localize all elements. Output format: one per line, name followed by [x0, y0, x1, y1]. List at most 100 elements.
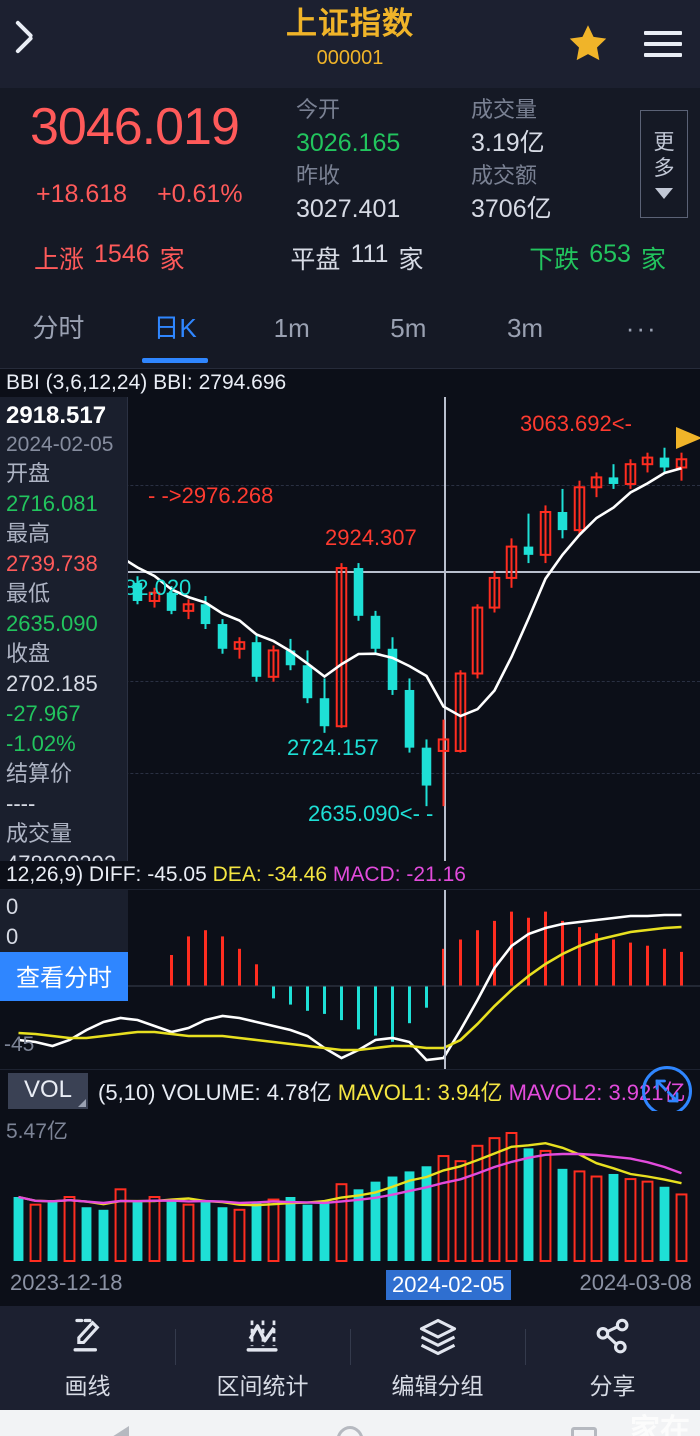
vol-volume-label: VOLUME:	[161, 1079, 261, 1105]
hamburger-menu-icon	[644, 31, 682, 35]
advancing-unit: 家	[159, 246, 185, 274]
hamburger-menu-icon	[644, 42, 682, 46]
tooltip-open-label: 开盘	[6, 461, 51, 486]
annotation-high: - ->2976.268	[148, 483, 274, 508]
turnover-label: 成交额	[471, 163, 538, 188]
nav-home-button[interactable]	[335, 1426, 364, 1436]
range-stats-label: 区间统计	[216, 1373, 309, 1399]
range-stats-tool[interactable]: 区间统计	[175, 1315, 350, 1401]
draw-line-tool[interactable]: 画线	[0, 1315, 175, 1401]
advancing-stat: 上涨 1546 家	[34, 240, 185, 276]
vol-mavol2-label: MAVOL2:	[508, 1079, 603, 1105]
annotation-mid: 2924.307	[325, 525, 417, 550]
edit-group-tool[interactable]: 编辑分组	[350, 1315, 525, 1401]
share-tool[interactable]: 分享	[525, 1315, 700, 1401]
macd-overlay-val1: 0	[6, 894, 19, 919]
volume-indicator-text: (5,10) VOLUME: 4.78亿 MAVOL1: 3.94亿 MAVOL…	[98, 1075, 685, 1107]
macd-diff-label: DIFF:	[88, 863, 142, 886]
macd-panel[interactable]: -45 0 0 查看分时	[0, 889, 700, 1069]
volume-column: 成交量 3.19亿 成交额 3706亿	[471, 94, 646, 226]
chart-period-tabs: 分时 日K 1m 5m 3m ···	[0, 293, 700, 369]
vol-params: (5,10)	[98, 1079, 156, 1105]
price-column: 3046.019 +18.618 +0.61%	[14, 94, 296, 226]
hamburger-menu-icon	[644, 53, 682, 57]
tooltip-low-price: 2635.090	[6, 611, 98, 636]
tooltip-settle-value: ----	[6, 791, 36, 816]
nav-recents-button[interactable]	[570, 1427, 597, 1436]
nav-back-button[interactable]	[103, 1426, 129, 1436]
quote-panel: 3046.019 +18.618 +0.61% 今开 3026.165 昨收 3…	[0, 88, 700, 293]
macd-diff-value: -45.05	[147, 863, 207, 886]
menu-button[interactable]	[626, 0, 700, 88]
macd-params: 12,26,9)	[6, 863, 84, 886]
fullscreen-expand-icon	[655, 1079, 679, 1102]
tab-5m[interactable]: 5m	[390, 312, 427, 343]
macd-dea-label: DEA:	[212, 863, 262, 886]
draw-line-label: 画线	[64, 1373, 111, 1399]
macd-indicator-line[interactable]: 12,26,9) DIFF: -45.05 DEA: -34.46 MACD: …	[0, 861, 700, 889]
advancing-label: 上涨	[34, 246, 85, 274]
tooltip-date: 2024-02-05	[6, 433, 114, 456]
android-recents-icon	[570, 1427, 597, 1436]
more-button[interactable]: 更 多	[640, 110, 688, 218]
unchanged-count: 111	[350, 240, 389, 268]
last-price: 3046.019	[30, 98, 240, 156]
open-close-column: 今开 3026.165 昨收 3027.401	[296, 94, 471, 226]
macd-macd-label: MACD:	[332, 863, 401, 886]
pen-draw-icon	[73, 1318, 100, 1352]
open-value: 3026.165	[296, 129, 401, 157]
fullscreen-button[interactable]	[642, 1065, 692, 1116]
price-change-row: +18.618 +0.61%	[14, 180, 296, 209]
tab-1m[interactable]: 1m	[273, 312, 310, 343]
vol-mavol1-label: MAVOL1:	[337, 1079, 432, 1105]
crosshair-vertical	[444, 397, 446, 861]
star-icon	[569, 25, 607, 61]
declining-stat: 下跌 653 家	[529, 240, 666, 276]
tooltip-high-value: 2918.517	[6, 402, 107, 429]
date-start: 2023-12-18	[10, 1270, 123, 1295]
tab-fenshi[interactable]: 分时	[32, 312, 85, 343]
view-intraday-button-overlay[interactable]: 查看分时	[0, 952, 128, 1001]
vol-volume-value: 4.78亿	[266, 1079, 332, 1105]
macd-series	[0, 911, 700, 1062]
favorite-button[interactable]	[550, 0, 626, 88]
tooltip-low-label: 最低	[6, 581, 51, 606]
declining-label: 下跌	[529, 246, 580, 274]
vol-chip-button[interactable]: VOL	[8, 1072, 89, 1109]
share-label: 分享	[589, 1373, 636, 1399]
quote-tooltip: 2918.517 2024-02-05 开盘 2716.081 最高 2739.…	[0, 397, 128, 861]
date-selected: 2024-02-05	[386, 1270, 511, 1300]
unchanged-label: 平盘	[290, 246, 341, 274]
watermark: 家在 bbs.szhome.com	[593, 1414, 690, 1436]
unchanged-unit: 家	[398, 246, 424, 274]
tab-3m[interactable]: 3m	[506, 312, 544, 343]
android-home-icon	[335, 1426, 364, 1436]
volume-indicator-line[interactable]: VOL (5,10) VOLUME: 4.78亿 MAVOL1: 3.94亿 M…	[0, 1065, 700, 1116]
tooltip-volume-value: 478990292	[6, 849, 121, 861]
tooltip-close-label: 收盘	[6, 641, 51, 666]
price-change-percent: +0.61%	[157, 180, 243, 208]
annotation-low-mid: 2724.157	[287, 735, 379, 760]
macd-macd-value: -21.16	[406, 863, 466, 886]
bbi-indicator-line[interactable]: BBI (3,6,12,24) BBI: 2794.696	[0, 369, 700, 397]
prev-close-label: 昨收	[296, 163, 341, 188]
tab-daily-k[interactable]: 日K	[117, 293, 234, 369]
chart-area[interactable]: BBI (3,6,12,24) BBI: 2794.696 - ->2976.2…	[0, 369, 700, 1306]
more-label-line1: 更	[653, 130, 675, 154]
volume-panel[interactable]: 5.47亿	[0, 1111, 700, 1266]
candlestick-panel[interactable]: - ->2976.268 2924.307 3063.692<- 82.020 …	[0, 397, 700, 861]
volume-axis-label: 5.47亿	[6, 1120, 68, 1143]
tab-more[interactable]: ···	[625, 312, 658, 343]
watermark-text: 家在	[630, 1414, 690, 1436]
annotation-right-high: 3063.692<-	[520, 411, 632, 436]
header-actions	[550, 0, 700, 88]
macd-dea-value: -34.46	[267, 863, 328, 886]
share-icon	[596, 1318, 628, 1354]
turnover-value: 3706亿	[471, 195, 552, 223]
quote-top-row: 3046.019 +18.618 +0.61% 今开 3026.165 昨收 3…	[0, 94, 700, 226]
back-button[interactable]	[0, 0, 78, 88]
chevron-down-icon	[655, 187, 673, 199]
tooltip-change-pct: -1.02%	[6, 731, 76, 756]
tooltip-settle-label: 结算价	[6, 761, 73, 786]
